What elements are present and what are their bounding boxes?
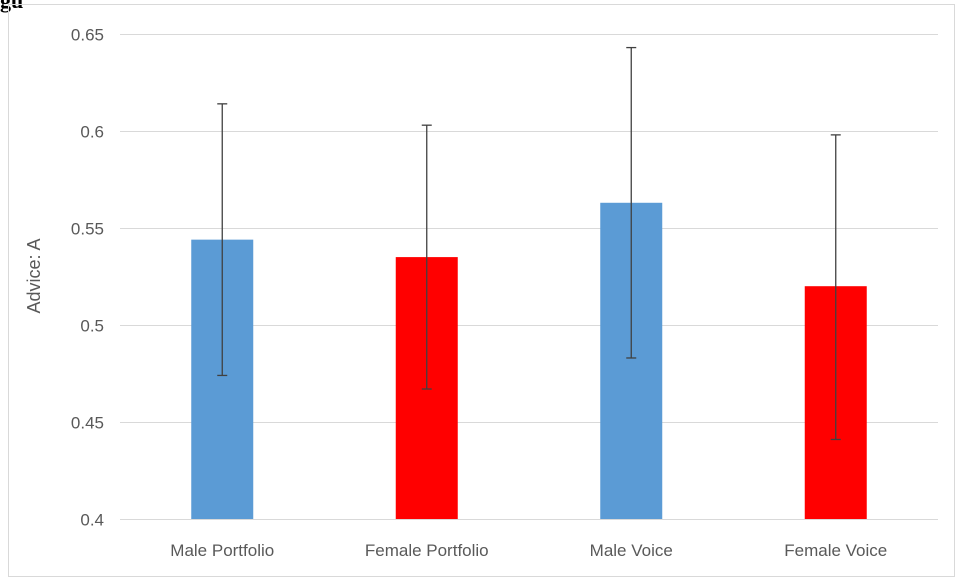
gridlines [120, 34, 938, 520]
x-category-label: Male Portfolio [170, 541, 274, 560]
y-axis-title: Advice: A [24, 238, 44, 313]
x-category-label: Male Voice [590, 541, 673, 560]
y-tick-label: 0.55 [71, 220, 104, 239]
x-category-labels: Male Portfolio Female Portfolio Male Voice… [170, 541, 887, 560]
error-bar [626, 46, 637, 359]
error-bar [830, 134, 841, 441]
x-category-label: Female Portfolio [365, 541, 489, 560]
y-tick-labels: 0.4 0.45 0.5 0.55 0.6 0.65 [71, 26, 104, 530]
error-bar [217, 103, 228, 377]
x-category-label: Female Voice [784, 541, 887, 560]
y-tick-label: 0.65 [71, 26, 104, 45]
y-tick-label: 0.4 [80, 511, 104, 530]
y-tick-label: 0.6 [80, 123, 104, 142]
bars [191, 202, 867, 519]
error-bar [421, 124, 432, 390]
y-tick-label: 0.5 [80, 317, 104, 336]
chart-area-border [8, 4, 955, 577]
cropped-heading-fragment: gu [0, 0, 24, 13]
y-tick-label: 0.45 [71, 414, 104, 433]
error-bars [217, 46, 841, 441]
